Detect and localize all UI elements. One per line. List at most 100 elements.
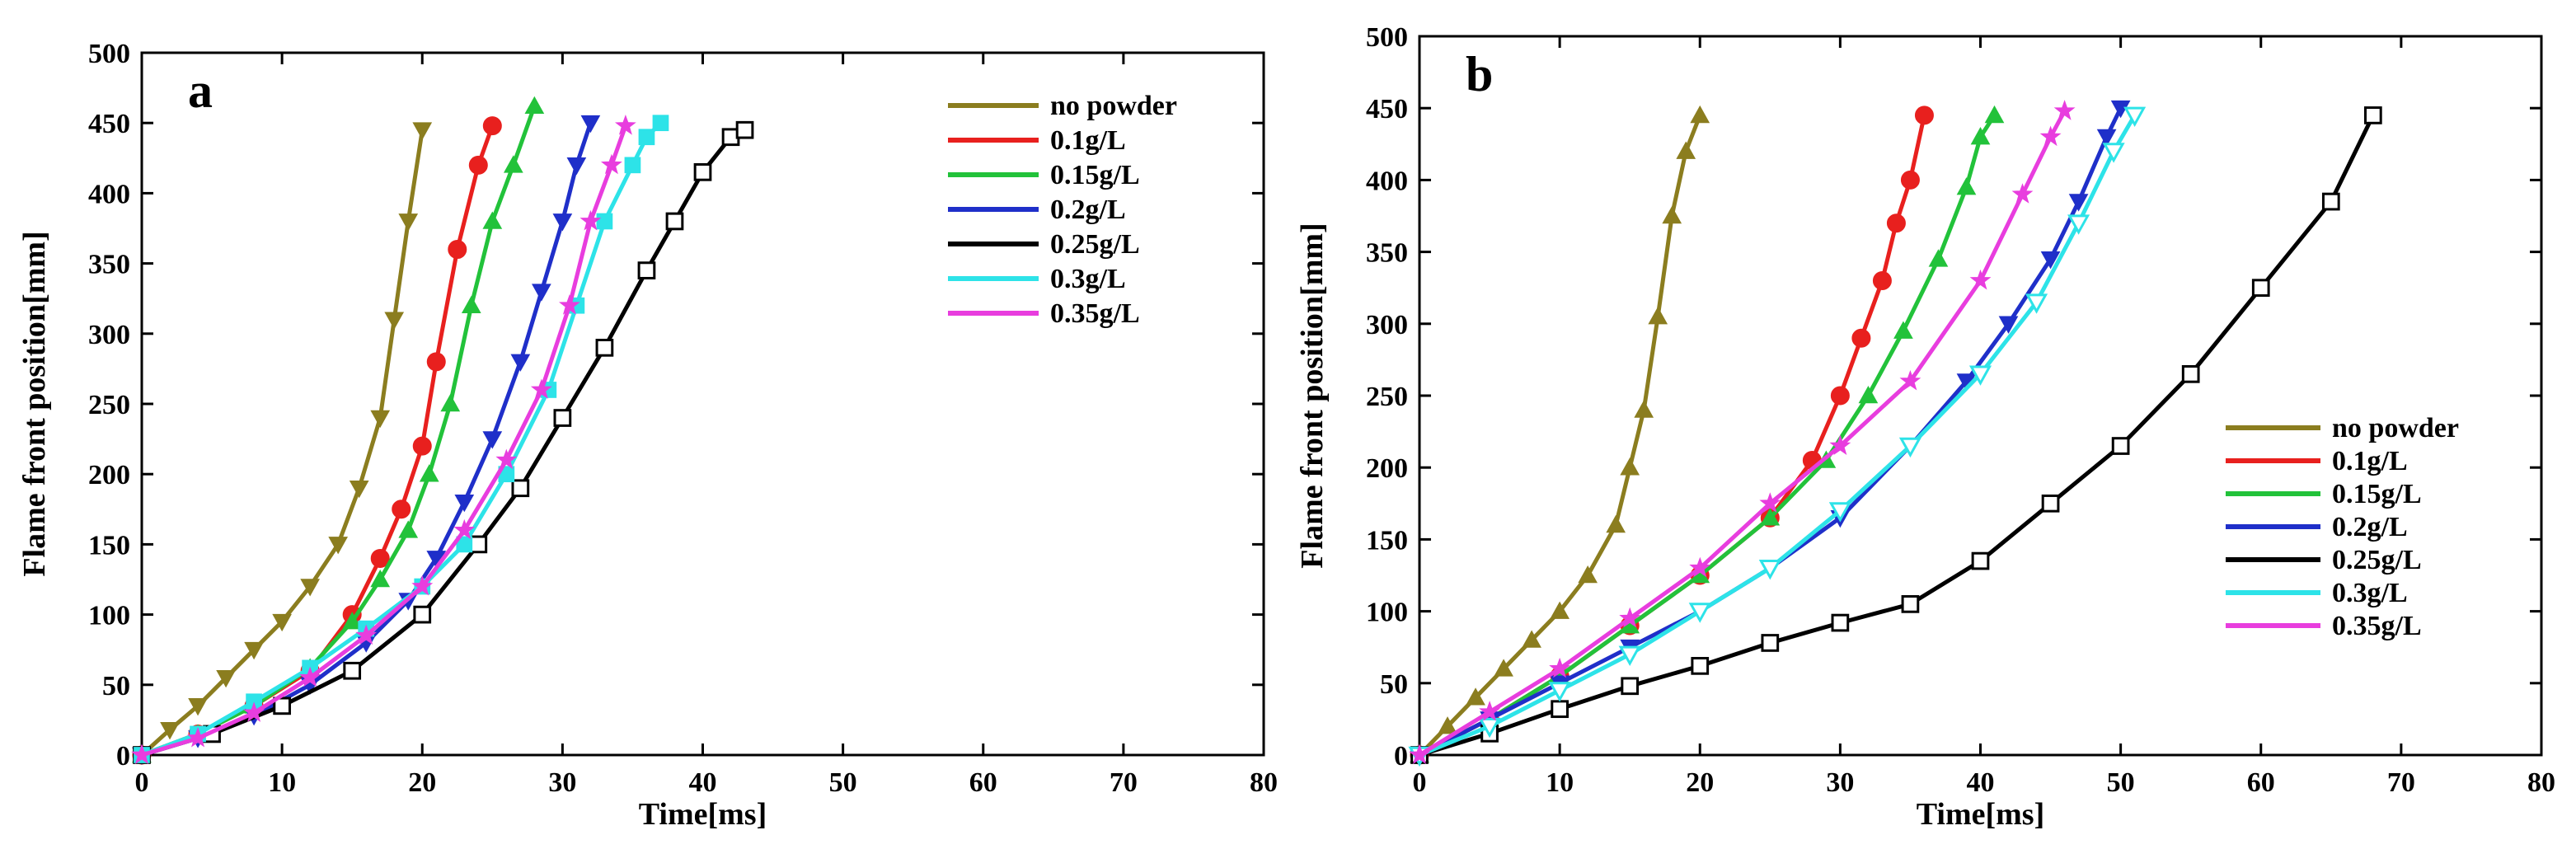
data-point (1758, 559, 1781, 580)
series-0-25g-l (133, 120, 754, 764)
data-point (1634, 400, 1654, 418)
x-tick-label: 30 (1826, 767, 1854, 798)
data-point (1618, 645, 1641, 667)
series-line (141, 124, 628, 758)
data-point (558, 294, 580, 315)
data-point (482, 211, 503, 229)
series-line (140, 129, 425, 757)
legend-label: 0.1g/L (2332, 446, 2408, 476)
legend-label: 0.3g/L (1050, 264, 1126, 294)
legend-label: 0.25g/L (2332, 545, 2422, 575)
y-tick-label: 100 (1366, 598, 1408, 628)
data-point (1466, 687, 1485, 706)
x-tick-label: 0 (1413, 767, 1427, 798)
series-line (1419, 114, 2137, 758)
data-point (1648, 307, 1668, 325)
legend: no powder0.1g/L0.15g/L0.2g/L0.25g/L0.3g/… (948, 91, 1177, 329)
panel-label: a (188, 63, 213, 118)
data-point (2181, 364, 2200, 383)
data-point (2321, 192, 2340, 211)
data-point (2025, 293, 2048, 314)
data-point (1676, 141, 1696, 159)
data-point (1662, 205, 1682, 224)
data-point (413, 605, 432, 624)
data-point (1956, 177, 1977, 195)
legend-label: 0.1g/L (1050, 125, 1126, 156)
series-0-3g-l (1408, 106, 2147, 767)
data-point (1619, 607, 1641, 628)
data-point (735, 120, 754, 139)
data-point (1620, 457, 1640, 476)
data-point (1970, 127, 1991, 145)
y-tick-label: 100 (88, 601, 130, 631)
data-point (553, 409, 572, 427)
data-point (1893, 321, 1913, 339)
data-point (1621, 677, 1640, 696)
y-tick-label: 450 (88, 109, 130, 139)
data-point (2039, 125, 2062, 147)
data-point (652, 115, 669, 132)
x-tick-label: 80 (1250, 767, 1278, 798)
series-line (1418, 114, 1702, 757)
data-point (448, 240, 467, 260)
data-point (1438, 716, 1457, 734)
y-tick-label: 500 (1366, 22, 1408, 53)
legend: no powder0.1g/L0.15g/L0.2g/L0.25g/L0.3g/… (2226, 413, 2459, 641)
data-point (2111, 437, 2130, 455)
data-point (1872, 270, 1892, 290)
data-point (468, 155, 488, 175)
data-point (2364, 106, 2382, 124)
y-axis-title: Flame front position[mm] (17, 231, 52, 576)
y-tick-label: 300 (1366, 310, 1408, 340)
x-tick-label: 40 (1967, 767, 1995, 798)
x-axis-title: Time[ms] (1917, 797, 2045, 832)
series-0-35g-l (131, 115, 636, 764)
data-point (1831, 613, 1850, 632)
data-point (370, 548, 390, 568)
y-tick-label: 50 (102, 671, 130, 701)
y-tick-label: 250 (1366, 382, 1408, 412)
data-point (412, 122, 433, 140)
data-point (530, 378, 552, 399)
data-point (426, 352, 446, 372)
y-tick-label: 450 (1366, 94, 1408, 124)
data-point (370, 569, 391, 588)
series-0-3g-l (134, 115, 669, 763)
data-point (600, 153, 622, 175)
data-point (1409, 743, 1430, 764)
panel-label: b (1466, 47, 1493, 101)
series-line (141, 128, 746, 758)
y-tick-label: 50 (1380, 669, 1408, 700)
data-point (328, 537, 349, 555)
x-tick-label: 70 (2387, 767, 2415, 798)
data-point (349, 480, 369, 499)
y-tick-label: 350 (88, 250, 130, 280)
y-tick-label: 0 (1394, 741, 1408, 772)
legend-label: 0.15g/L (1050, 160, 1140, 190)
data-point (624, 157, 641, 174)
data-point (665, 212, 684, 231)
data-point (579, 209, 602, 231)
data-point (532, 284, 551, 302)
y-tick-label: 300 (88, 320, 130, 350)
series-0-35g-l (1409, 100, 2076, 764)
data-point (1998, 316, 2019, 334)
series-no-powder (132, 122, 433, 766)
legend-label: 0.2g/L (2332, 512, 2408, 542)
y-tick-label: 200 (1366, 453, 1408, 484)
y-tick-label: 400 (88, 179, 130, 209)
series-line (141, 122, 593, 758)
data-point (2041, 494, 2060, 513)
data-point (596, 213, 613, 230)
data-point (1606, 514, 1626, 533)
data-point (2067, 214, 2090, 235)
legend-label: 0.35g/L (2332, 611, 2422, 641)
data-point (131, 743, 152, 764)
x-axis-title: Time[ms] (639, 797, 767, 832)
series-0-2g-l (132, 115, 601, 766)
series-0-1g-l (1410, 106, 1934, 765)
data-point (1479, 701, 1501, 721)
series-line (1419, 114, 2376, 758)
data-point (2068, 194, 2089, 212)
